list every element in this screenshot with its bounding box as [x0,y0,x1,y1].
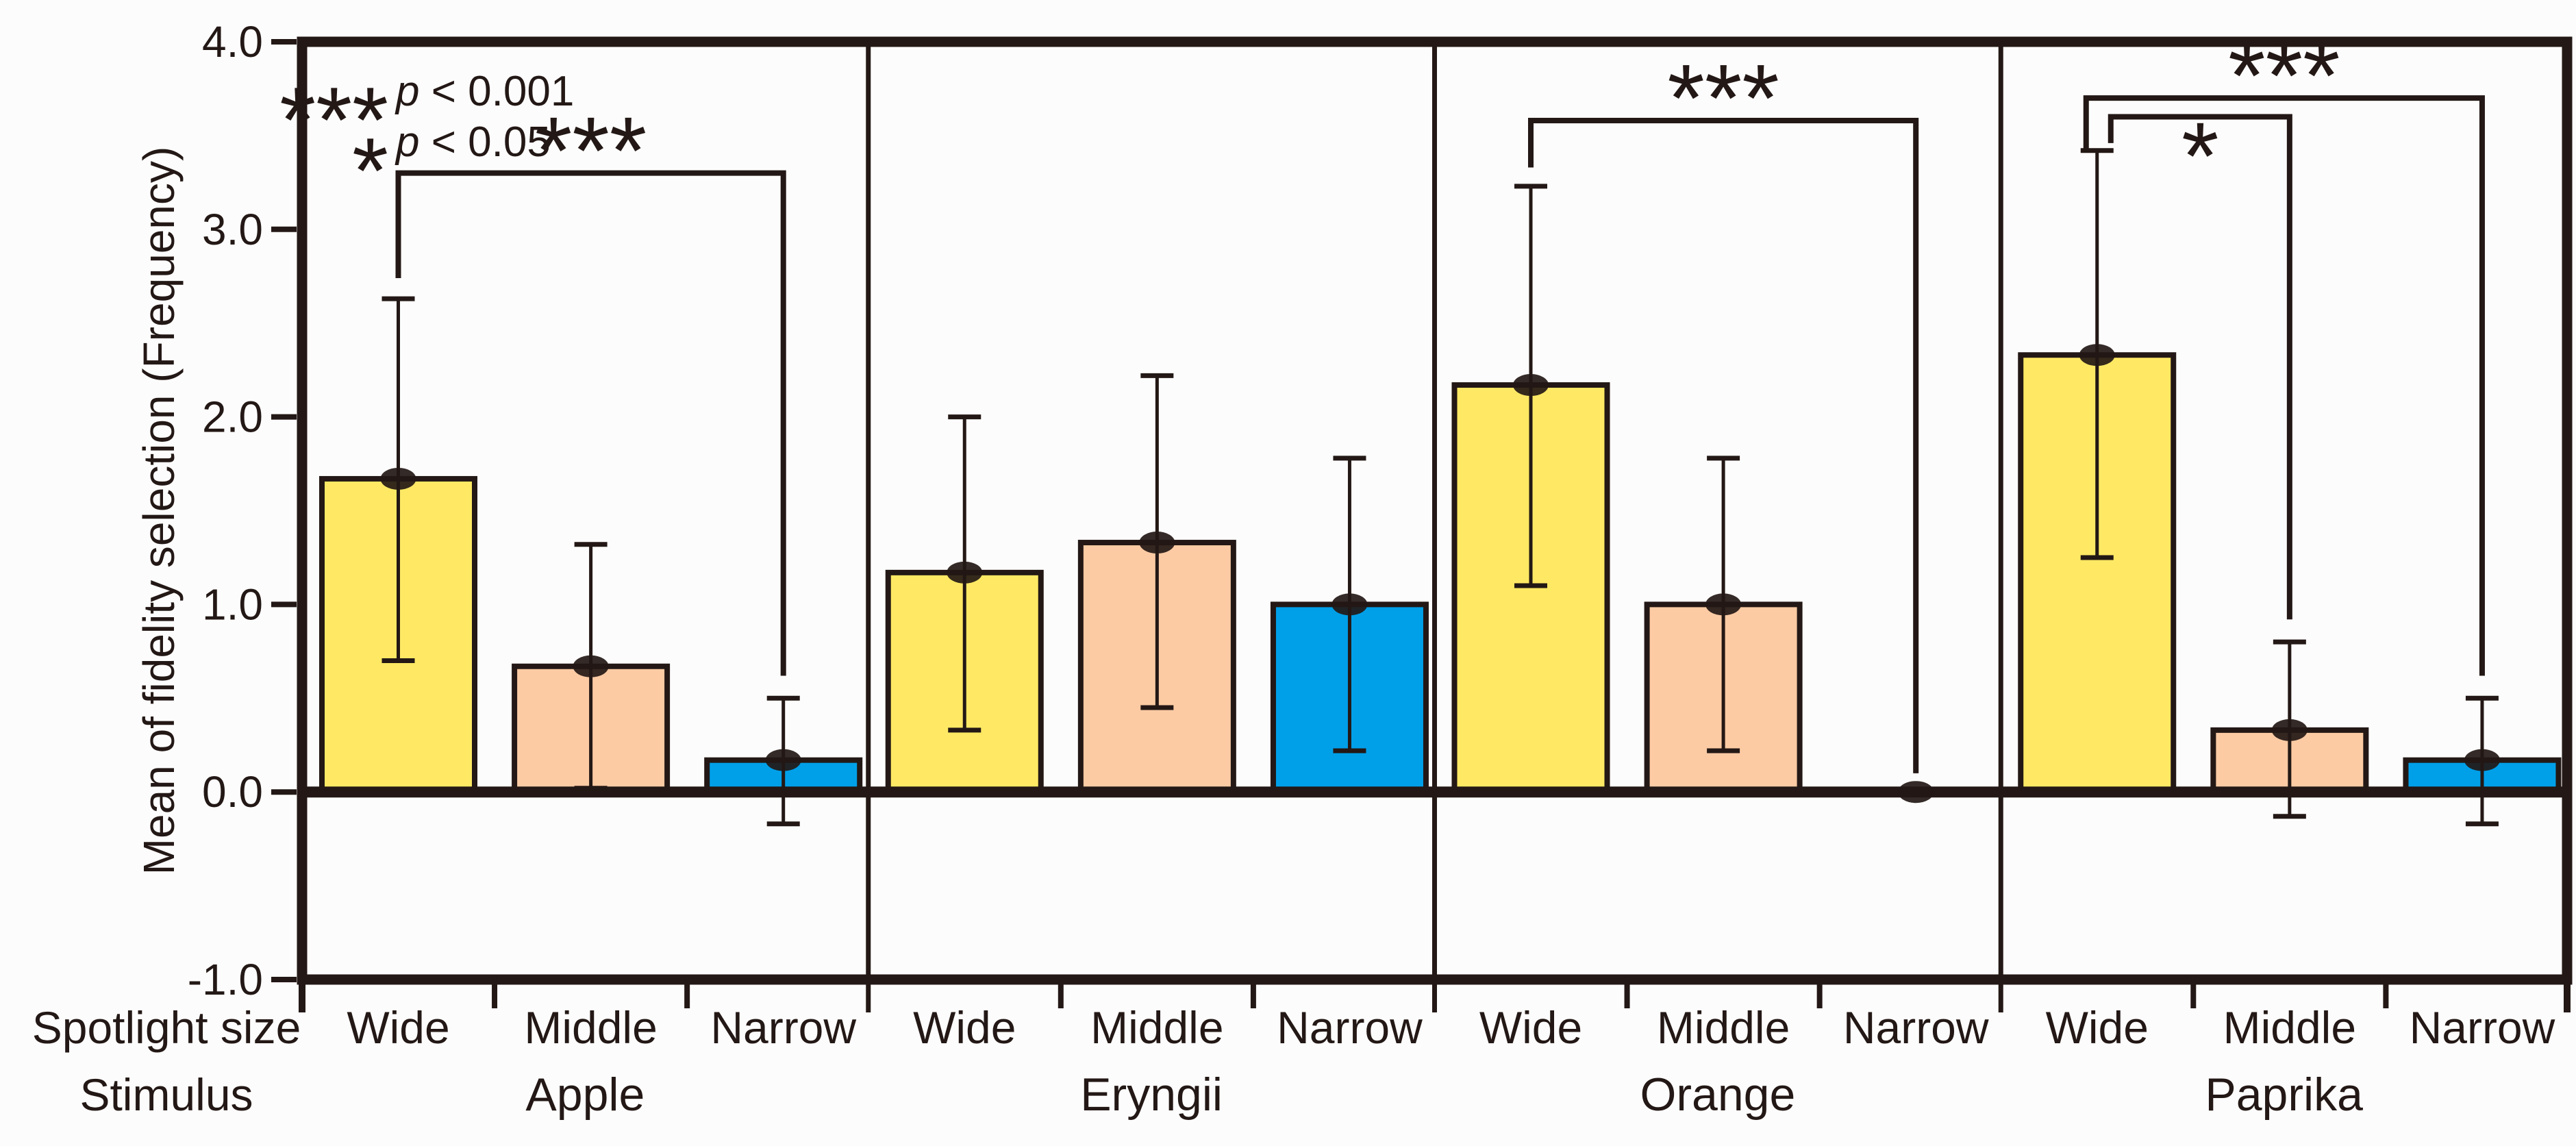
mean-marker-orange-narrow [1898,781,1934,804]
plot-frame [297,36,2573,985]
mean-marker-orange-wide [1513,374,1549,397]
x-size-label-eryngii-middle: Middle [1090,1002,1223,1053]
stimulus-row-label: Stimulus [79,1069,253,1120]
mean-marker-eryngii-narrow [1331,593,1368,616]
spotlight-size-row-label: Spotlight size [32,1002,301,1053]
x-size-label-orange-middle: Middle [1657,1002,1790,1053]
legend-text-2: p < 0.05 [395,119,551,166]
mean-marker-orange-middle [1705,593,1742,616]
x-size-label-apple-narrow: Narrow [710,1002,856,1053]
mean-marker-paprika-wide [2079,344,2115,366]
stimulus-label-paprika: Paprika [2205,1069,2363,1121]
legend-text-1: p < 0.001 [395,68,574,115]
x-size-label-paprika-narrow: Narrow [2410,1002,2555,1053]
legend-symbol-2: * [352,119,388,223]
sig-bracket-label-4: * [2181,102,2218,210]
x-size-label-apple-middle: Middle [524,1002,657,1053]
mean-marker-eryngii-middle [1139,532,1175,554]
mean-marker-paprika-middle [2271,719,2308,741]
x-size-label-orange-wide: Wide [1479,1002,1582,1053]
x-size-label-paprika-wide: Wide [2046,1002,2149,1053]
x-size-label-paprika-middle: Middle [2223,1002,2356,1053]
y-axis-title: Mean of fidelity selection (Frequency) [134,147,184,875]
y-tick-label-4.0: 4.0 [202,17,263,66]
y-tick-label-2.0: 2.0 [202,393,263,442]
mean-marker-eryngii-wide [947,561,983,584]
y-tick-label-3.0: 3.0 [202,205,263,254]
y-tick-label-0.0: 0.0 [202,767,263,817]
stimulus-label-orange: Orange [1640,1069,1795,1121]
x-size-label-apple-wide: Wide [347,1002,449,1053]
x-size-label-eryngii-narrow: Narrow [1277,1002,1423,1053]
mean-marker-apple-wide [380,467,416,490]
sig-bracket-4 [2108,114,2292,620]
y-tick-label--1.0: -1.0 [188,955,263,1004]
stimulus-label-apple: Apple [525,1069,645,1121]
mean-marker-apple-middle [573,655,609,677]
x-size-label-orange-narrow: Narrow [1843,1002,1989,1053]
sig-bracket-3 [2083,95,2485,676]
stimulus-label-eryngii: Eryngii [1080,1069,1223,1121]
sig-bracket-1 [395,170,786,676]
sig-bracket-label-1: *** [535,97,647,204]
legend-symbol-1: *** [279,68,388,172]
mean-marker-paprika-narrow [2464,749,2500,771]
sig-bracket-label-2: *** [1667,44,1779,151]
x-size-label-eryngii-wide: Wide [913,1002,1016,1053]
sig-bracket-2 [1528,117,1919,773]
mean-marker-apple-narrow [765,749,801,771]
y-tick-label-1.0: 1.0 [202,580,263,629]
